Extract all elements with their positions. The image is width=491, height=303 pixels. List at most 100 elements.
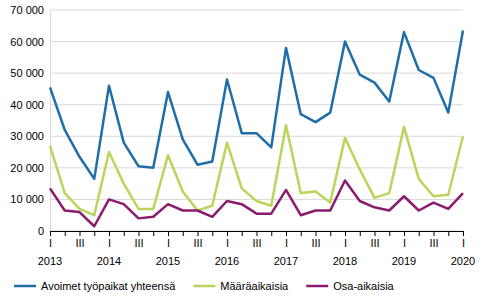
x-tick [448, 231, 449, 236]
x-tick: III [193, 231, 202, 249]
x-tick-label: I [108, 237, 111, 249]
x-tick [330, 231, 331, 236]
x-tick-mark [448, 231, 449, 236]
y-tick-label: 40 000 [10, 99, 44, 111]
x-tick: I [285, 231, 288, 249]
x-tick-mark [463, 231, 464, 236]
x-tick-mark [257, 231, 258, 236]
x-tick: I [108, 231, 111, 249]
x-tick-label: III [75, 237, 84, 249]
year-label: 2014 [97, 255, 121, 267]
x-tick-mark [242, 231, 243, 236]
x-tick [124, 231, 125, 236]
x-tick-label: I [462, 237, 465, 249]
legend-swatch [306, 285, 328, 288]
year-label: 2015 [156, 255, 180, 267]
x-tick-label: III [193, 237, 202, 249]
legend-item: Osa-aikaisia [306, 280, 394, 292]
legend-label: Avoimet työpaikat yhteensä [41, 280, 176, 292]
series-line [50, 125, 463, 215]
legend-swatch [14, 285, 36, 288]
x-tick-mark [419, 231, 420, 236]
x-tick-label: I [49, 237, 52, 249]
x-tick-label: III [429, 237, 438, 249]
y-tick: 10 000 [10, 193, 50, 205]
x-tick [65, 231, 66, 236]
x-tick-mark [434, 231, 435, 236]
x-tick-mark [360, 231, 361, 236]
x-tick-mark [139, 231, 140, 236]
year-label: 2018 [333, 255, 357, 267]
x-tick-mark [94, 231, 95, 236]
x-tick [212, 231, 213, 236]
y-tick: 40 000 [10, 99, 50, 111]
x-tick-mark [345, 231, 346, 236]
y-tick-label: 70 000 [10, 4, 44, 16]
y-axis: 010 00020 00030 00040 00050 00060 00070 … [10, 4, 50, 237]
y-tick-label: 60 000 [10, 36, 44, 48]
x-tick [94, 231, 95, 236]
y-tick: 50 000 [10, 67, 50, 79]
x-tick: III [311, 231, 320, 249]
x-tick-mark [286, 231, 287, 236]
x-tick-mark [271, 231, 272, 236]
x-tick-mark [80, 231, 81, 236]
x-tick [271, 231, 272, 236]
grid-line [50, 10, 463, 11]
x-tick-label: I [285, 237, 288, 249]
legend-item: Määräaikaisia [193, 280, 289, 292]
x-tick-mark [389, 231, 390, 236]
x-tick-mark [330, 231, 331, 236]
x-tick [183, 231, 184, 236]
y-tick: 20 000 [10, 162, 50, 174]
x-tick [301, 231, 302, 236]
x-tick: III [75, 231, 84, 249]
legend-label: Osa-aikaisia [333, 280, 394, 292]
x-tick-label: III [134, 237, 143, 249]
y-tick-label: 20 000 [10, 162, 44, 174]
x-tick [242, 231, 243, 236]
x-tick-mark [375, 231, 376, 236]
x-tick-mark [65, 231, 66, 236]
x-tick: I [167, 231, 170, 249]
x-tick-mark [124, 231, 125, 236]
x-tick-mark [227, 231, 228, 236]
x-tick [389, 231, 390, 236]
chart: 010 00020 00030 00040 00050 00060 00070 … [0, 0, 491, 303]
x-tick-mark [50, 231, 51, 236]
x-axis: IIIIIIIIIIIIIIIIIIIIIIIIIIIII [49, 231, 465, 249]
grid-line [50, 73, 463, 74]
year-label: 2019 [392, 255, 416, 267]
x-tick-label: III [370, 237, 379, 249]
x-tick: I [49, 231, 52, 249]
legend-swatch [193, 285, 215, 288]
x-tick [153, 231, 154, 236]
x-tick-mark [183, 231, 184, 236]
x-tick-mark [168, 231, 169, 236]
x-tick [419, 231, 420, 236]
grid-line [50, 167, 463, 168]
year-label: 2013 [38, 255, 62, 267]
year-label: 2016 [215, 255, 239, 267]
x-tick-mark [316, 231, 317, 236]
y-tick-label: 50 000 [10, 67, 44, 79]
y-tick: 0 [38, 225, 50, 237]
x-tick: III [429, 231, 438, 249]
x-tick-mark [198, 231, 199, 236]
x-tick: III [134, 231, 143, 249]
x-tick-label: III [252, 237, 261, 249]
x-tick: I [344, 231, 347, 249]
y-tick: 60 000 [10, 36, 50, 48]
y-tick-label: 0 [38, 225, 44, 237]
x-tick: III [252, 231, 261, 249]
x-tick-label: III [311, 237, 320, 249]
legend-label: Määräaikaisia [220, 280, 289, 292]
plot-area [50, 31, 463, 227]
y-tick-label: 10 000 [10, 193, 44, 205]
x-tick-mark [301, 231, 302, 236]
x-tick-label: I [226, 237, 229, 249]
x-tick: I [403, 231, 406, 249]
x-tick [360, 231, 361, 236]
y-tick: 70 000 [10, 4, 50, 16]
x-tick-mark [404, 231, 405, 236]
